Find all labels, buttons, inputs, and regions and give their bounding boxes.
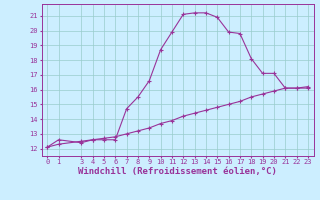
X-axis label: Windchill (Refroidissement éolien,°C): Windchill (Refroidissement éolien,°C) [78,167,277,176]
